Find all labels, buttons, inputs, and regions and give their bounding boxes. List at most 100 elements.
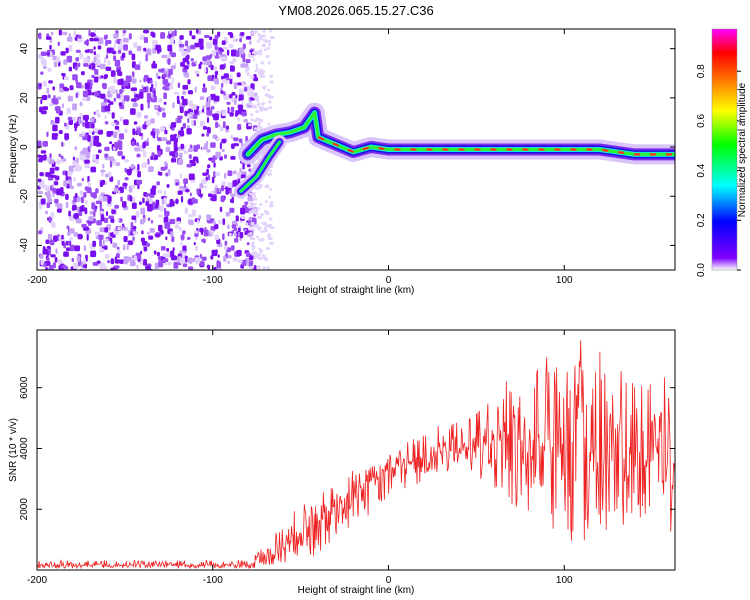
noise-speck xyxy=(253,91,256,95)
noise-speck xyxy=(81,223,87,228)
noise-speck xyxy=(269,187,273,191)
noise-speck xyxy=(122,30,127,34)
noise-speck xyxy=(235,38,238,42)
noise-speck xyxy=(242,54,246,61)
noise-speck xyxy=(187,118,190,124)
noise-speck xyxy=(161,198,165,205)
noise-speck xyxy=(157,189,163,194)
noise-speck xyxy=(168,85,174,90)
noise-speck xyxy=(130,222,134,229)
noise-speck xyxy=(74,165,81,172)
noise-speck xyxy=(52,192,55,198)
noise-speck xyxy=(61,234,64,240)
noise-speck xyxy=(247,205,252,209)
noise-speck xyxy=(123,261,128,265)
noise-speck xyxy=(83,192,87,198)
noise-speck xyxy=(188,266,194,270)
noise-speck xyxy=(127,240,133,246)
noise-speck xyxy=(202,126,208,130)
snr-xtick-label: -100 xyxy=(203,575,223,586)
noise-speck xyxy=(93,51,97,56)
noise-speck xyxy=(61,141,64,147)
noise-speck xyxy=(90,191,93,197)
noise-speck xyxy=(39,155,44,162)
noise-speck xyxy=(88,216,94,222)
noise-speck xyxy=(65,170,68,177)
noise-speck xyxy=(102,195,108,202)
noise-speck xyxy=(115,30,119,34)
noise-speck xyxy=(164,221,171,229)
noise-speck xyxy=(94,68,99,75)
noise-speck xyxy=(48,80,53,84)
noise-speck xyxy=(70,185,75,190)
noise-speck xyxy=(132,225,137,230)
noise-speck xyxy=(104,253,110,259)
noise-speck xyxy=(77,233,83,240)
noise-speck xyxy=(217,254,220,258)
noise-speck xyxy=(119,89,123,95)
noise-speck xyxy=(93,128,99,132)
noise-speck xyxy=(249,40,252,45)
noise-speck xyxy=(38,32,42,40)
noise-speck xyxy=(74,193,78,198)
noise-speck xyxy=(245,68,248,73)
noise-speck xyxy=(225,211,231,217)
noise-speck xyxy=(145,265,151,270)
noise-speck xyxy=(40,110,47,115)
noise-speck xyxy=(221,75,226,80)
noise-speck xyxy=(178,43,185,48)
noise-speck xyxy=(105,39,108,46)
noise-speck xyxy=(251,237,256,241)
noise-speck xyxy=(97,113,101,118)
noise-speck xyxy=(165,146,171,153)
noise-speck xyxy=(188,219,193,225)
noise-speck xyxy=(53,99,59,105)
colorbar-tick-label: 0.8 xyxy=(696,64,707,78)
noise-speck xyxy=(38,205,43,210)
noise-speck xyxy=(197,219,200,225)
noise-speck xyxy=(213,113,219,121)
noise-speck xyxy=(103,56,107,64)
noise-speck xyxy=(229,74,233,80)
noise-speck xyxy=(198,215,202,220)
noise-speck xyxy=(119,116,123,122)
noise-speck xyxy=(267,122,271,126)
noise-speck xyxy=(269,226,275,230)
noise-speck xyxy=(105,180,108,186)
noise-speck xyxy=(50,254,56,258)
noise-speck xyxy=(235,94,238,99)
noise-speck xyxy=(232,58,237,63)
noise-speck xyxy=(240,63,246,68)
noise-speck xyxy=(69,215,75,221)
noise-speck xyxy=(47,94,51,99)
noise-speck xyxy=(150,98,157,102)
noise-speck xyxy=(111,112,115,119)
noise-speck xyxy=(258,257,263,261)
noise-speck xyxy=(67,95,74,102)
noise-speck xyxy=(206,117,210,123)
noise-speck xyxy=(85,199,88,205)
noise-speck xyxy=(253,265,257,270)
noise-speck xyxy=(260,102,265,106)
noise-speck xyxy=(226,255,232,259)
noise-speck xyxy=(223,91,226,96)
noise-speck xyxy=(227,260,230,265)
noise-speck xyxy=(156,111,160,116)
noise-speck xyxy=(87,136,91,142)
noise-speck xyxy=(73,30,77,38)
noise-speck xyxy=(138,91,144,99)
noise-speck xyxy=(114,59,121,67)
noise-speck xyxy=(222,121,226,129)
noise-speck xyxy=(178,130,185,137)
noise-speck xyxy=(191,35,196,40)
noise-speck xyxy=(131,184,136,189)
noise-speck xyxy=(37,178,42,183)
noise-speck xyxy=(146,98,151,104)
noise-speck xyxy=(43,154,47,161)
noise-speck xyxy=(157,137,162,142)
noise-speck xyxy=(83,114,89,121)
noise-speck xyxy=(201,178,207,185)
noise-speck xyxy=(126,169,132,175)
noise-speck xyxy=(76,182,82,187)
noise-speck xyxy=(97,45,102,50)
